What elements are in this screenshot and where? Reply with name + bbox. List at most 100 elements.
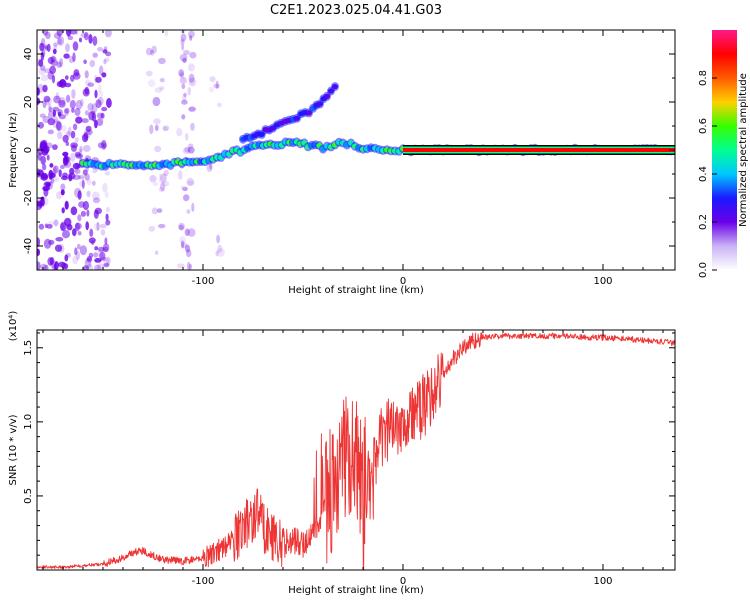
spectrogram-noise-blob — [99, 251, 106, 260]
spectrogram-noise-blob — [86, 179, 92, 186]
spectrogram-noise-blob — [78, 201, 85, 208]
colorbar: 0.0 0.2 0.4 0.6 0.8 Normalized spectral ampl… — [698, 30, 749, 278]
spectrogram-noise-blob — [88, 111, 95, 121]
spectrogram-noise-blob — [217, 244, 223, 253]
spectrogram-noise-blob — [77, 231, 82, 236]
colorbar-gradient — [712, 30, 737, 270]
spectrogram-noise-blob — [50, 178, 55, 184]
spectrogram-noise-blob — [62, 124, 67, 133]
spectrogram-noise-blob — [38, 223, 45, 230]
spectrogram-ridge-point — [324, 93, 330, 99]
spectrogram-noise-blob — [149, 124, 154, 135]
spectrogram-noise-blob — [82, 88, 90, 97]
spectrogram-noise-blob — [156, 208, 163, 214]
spectrogram-noise-blob — [181, 242, 188, 249]
spectrogram-noise-blob — [69, 152, 76, 162]
spectrogram-noise-blob — [89, 228, 94, 237]
spectrogram-noise-blob — [217, 102, 222, 108]
spectrogram-noise-blob — [66, 224, 73, 231]
spectrogram-noise-blob — [42, 84, 48, 93]
snr-y-tick-label: 1.5 — [23, 340, 34, 356]
spectrogram-noise-blob — [89, 60, 96, 68]
spectrogram-noise-blob — [102, 182, 108, 193]
spectrogram-noise-blob — [178, 222, 185, 231]
spectrogram-noise-blob — [53, 219, 59, 227]
spectrogram-noise-blob — [182, 57, 187, 64]
spectrogram-x-ticks: -100 0 100 — [42, 30, 664, 287]
spectrogram-noise-blob — [191, 202, 195, 212]
spectrogram-noise-blob — [93, 222, 102, 231]
spectrogram-noise-blob — [47, 257, 54, 266]
spectrogram-noise-blob — [162, 125, 170, 131]
spectrogram-noise-blob — [57, 38, 62, 45]
spectrogram-noise-blob — [53, 263, 57, 270]
spectrogram-noise-blob — [93, 252, 98, 258]
spectrogram-noise-blob — [188, 263, 193, 270]
snr-y-tick-label: 1.0 — [23, 414, 34, 430]
spectrogram-noise-blob — [95, 76, 102, 83]
spectrogram-noise-blob — [84, 110, 89, 116]
spectrogram-noise-blob — [189, 51, 197, 59]
spectrogram-noise-blob — [145, 70, 153, 77]
spectrogram-noise-blob — [181, 114, 186, 120]
spectrogram-noise-blob — [92, 197, 101, 204]
snr-x-axis-label: Height of straight line (km) — [288, 585, 424, 596]
spectrogram-noise-blob — [79, 180, 85, 188]
spectrogram-noise-blob — [187, 228, 196, 237]
spectrogram-noise-blob — [83, 59, 87, 65]
spectrogram-noise-blob — [74, 151, 81, 157]
spectrogram-noise-blob — [96, 118, 104, 126]
spectrogram-noise-blob — [154, 87, 163, 93]
carrier-band-core — [403, 148, 675, 152]
spectrogram-noise-blob — [49, 163, 54, 168]
spectrogram-ridge-point — [317, 101, 323, 107]
spectrogram-noise-blob — [86, 263, 94, 270]
spectrogram-noise-blob — [158, 173, 162, 184]
spectrogram-noise-blob — [41, 147, 49, 156]
spectrogram-noise-blob — [94, 119, 98, 129]
spectrogram-noise-blob — [179, 71, 184, 78]
spectrogram-noise-blob — [71, 107, 75, 113]
spectrogram-noise-blob — [183, 49, 190, 56]
spectrogram-noise-blob — [96, 221, 100, 231]
spectrogram-noise-blob — [187, 86, 191, 96]
spectrogram-y-tick-label: 20 — [23, 96, 34, 109]
spectrogram-noise-blob — [37, 201, 43, 211]
spectrogram-noise-blob — [39, 42, 45, 52]
spectrogram-noise-blob — [58, 100, 66, 108]
spectrogram-noise-blob — [160, 173, 167, 183]
spectrogram-noise-blob — [216, 234, 221, 244]
spectrogram-noise-blob — [49, 172, 56, 179]
spectrogram-noise-blob — [179, 76, 187, 85]
spectrogram-noise-blob — [85, 221, 89, 231]
spectrogram-noise-blob — [55, 92, 60, 100]
spectrogram-noise-blob — [82, 200, 89, 211]
spectrogram-noise-blob — [105, 206, 110, 213]
spectrogram-noise-blob — [152, 96, 161, 107]
snr-series-line — [37, 332, 675, 570]
spectrogram-noise-blob — [98, 90, 104, 99]
spectrogram-noise-blob — [56, 191, 62, 200]
spectrogram-noise-blob — [64, 254, 69, 262]
colorbar-tick-label: 0.8 — [698, 70, 709, 86]
spectrogram-noise-blob — [47, 56, 55, 65]
spectrogram-noise-blob — [58, 97, 66, 106]
spectrogram-noise-blob — [95, 99, 102, 109]
spectrogram-noise-blob — [74, 137, 80, 143]
spectrogram-noise-blob — [92, 180, 96, 186]
spectrogram-noise-blob — [72, 255, 79, 265]
spectrogram-noise-blob — [77, 175, 85, 180]
spectrogram-noise-blob — [158, 186, 165, 193]
spectrogram-noise-blob — [43, 95, 51, 103]
spectrogram-ridge-layer — [79, 82, 675, 171]
spectrogram-noise-blob — [151, 207, 158, 215]
spectrogram-noise-blob — [48, 106, 53, 112]
spectrogram-noise-blob — [62, 151, 69, 157]
spectrogram-noise-blob — [81, 179, 85, 189]
spectrogram-noise-blob — [97, 246, 105, 252]
spectrogram-noise-blob — [82, 169, 88, 176]
colorbar-ticks: 0.0 0.2 0.4 0.6 0.8 — [698, 70, 717, 278]
spectrogram-noise-blob — [187, 146, 195, 154]
spectrogram-noise-blob — [179, 53, 188, 62]
